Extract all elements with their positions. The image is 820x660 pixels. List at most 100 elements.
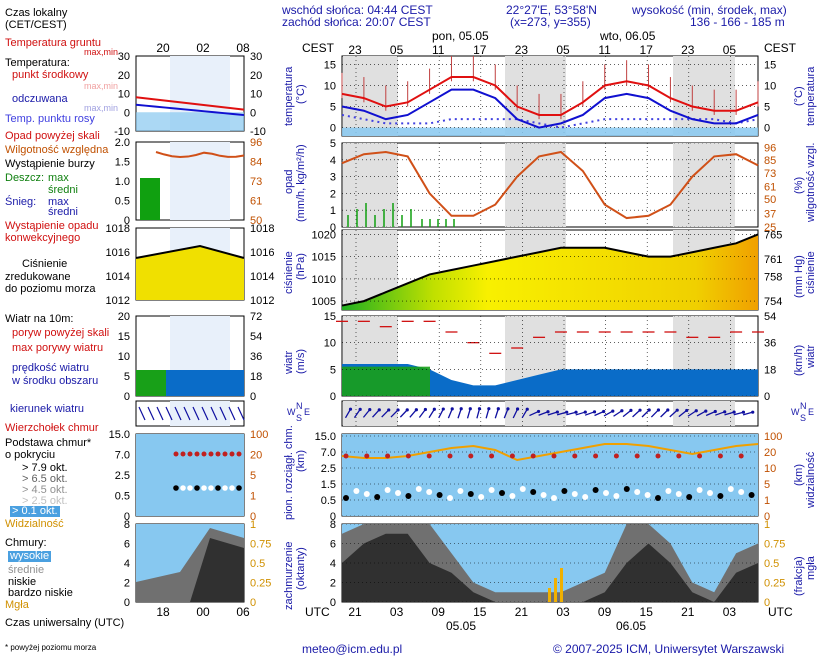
legend-fog: Mgła [5,599,29,611]
pres-ytick-right: 758 [764,272,782,284]
lcb-ytick-left: 2.5 [115,470,130,482]
legend-rain: Deszcz: [5,172,45,184]
wind-arrow [353,409,361,418]
legend-wind-avg: w środku obszaru [12,375,99,387]
axis-vis-r2: widzialność [805,451,817,508]
legend-pressure2: zredukowane [5,271,71,283]
email-link[interactable]: meteo@icm.edu.pl [302,642,403,656]
legend-cloud-base1: Podstawa chmur* [5,437,92,449]
cb-ytick-left: 1.5 [321,479,336,491]
legend-local-time: Czas lokalny [5,7,68,19]
vis-ytick-right: 100 [764,431,782,443]
fog-bar [560,568,563,602]
lhum-ytick-right: 96 [250,137,262,149]
cloud-base-dot [457,488,464,494]
cloud-base-dot [707,490,713,496]
lwind-arrow [237,406,245,421]
cloud-base-dot [634,489,641,495]
time-bottom-label: 15 [473,605,487,619]
axis-pres-l2: (hPa) [295,253,307,280]
cloud-base-dot [571,491,578,497]
lcb-ytick-left: 0 [124,511,130,523]
lwind-arrow [201,406,209,421]
precip-ytick-left: 2 [330,188,336,200]
legend-temp-felt-maxmin: max,min [84,103,119,113]
lhum-ytick-right: 61 [250,196,262,208]
wind-arrow-head [459,407,463,411]
cloud-top-dot [697,453,703,459]
lpres-ytick-left: 1018 [106,223,130,235]
coords-text: 22°27'E, 53°58'N [506,3,597,17]
lcloud-top-dot [201,451,207,457]
lwind-ytick-right: 72 [250,311,262,323]
utc-right: UTC [768,605,793,619]
axis-pres-l1: ciśnienie [283,251,295,294]
cloud-top-dot [738,453,744,459]
lprecip-ytick-left: 1.0 [115,176,130,188]
ltime-top-label: 20 [156,41,170,55]
hum-ytick-right: 37 [764,209,776,221]
lcloud-top-dot [194,451,200,457]
wind-arrow-head [450,407,454,411]
wind-arrow-head [685,408,689,413]
wind-arrow [399,409,408,418]
wind-arrow-head [732,410,736,414]
axis-cl-l1: zachmurzenie [283,541,295,610]
ltemp-ytick-right: -10 [250,126,266,138]
time-bottom-label: 21 [515,605,529,619]
wind-arrow [344,408,352,419]
sunrise-text: wschód słońca: 04:44 CEST [282,3,433,17]
precip-ytick-left: 5 [330,138,336,150]
lcloud-top-dot [208,451,214,457]
lcloud-top-dot [215,451,221,457]
wind-arrow [547,411,558,416]
night-band-dir-0 [343,401,398,426]
wind-arrow-head [675,408,679,412]
legend-soil-temp: Temperatura gruntu [5,37,101,49]
pres-ytick-right: 765 [764,229,782,241]
cloud-base-dot [748,492,755,498]
time-top-label: 05 [723,43,737,57]
lprecip-ytick-left: 0.5 [115,196,130,208]
vis-ytick-right: 0 [764,511,770,523]
compass-n-left: N [296,401,303,411]
ltemp-ytick-right: 10 [250,89,262,101]
wind-arrow [381,409,390,418]
fog-ytick-right: 0 [764,597,770,609]
temp-ytick-right: 15 [764,59,776,71]
lwind-arrow [174,406,182,421]
lcloud-top-dot [180,451,186,457]
cloud-top-dot [509,453,515,459]
axis-pres-r1: (mm Hg) [793,255,805,298]
wind-arrow [503,408,509,419]
cloud-base-dot [478,494,485,500]
wind-arrow [447,408,453,419]
lcloud-base-dot [229,485,235,491]
wind-arrow [603,410,614,417]
axis-cb-l1: pion. rozciągł. chm. [283,425,295,520]
wind-arrow-head [358,407,362,411]
axis-hum-r1: (%) [793,176,805,194]
axis-temp-r2: temperatura [805,66,817,126]
temp-mid-line [341,76,759,116]
time-bottom-label: 21 [348,605,362,619]
wind-green-block [342,366,430,396]
date2-label: 06.05 [616,619,647,633]
wind-arrow [678,409,688,418]
night-band-precip-2 [673,143,735,227]
temp-ytick-right: 10 [764,80,776,92]
fog-ytick-right: 0.75 [764,539,785,551]
wind-arrow-head [387,408,391,412]
ltime-top-label: 08 [236,41,250,55]
cloud-base-dot [509,493,516,499]
wind-arrow [566,411,577,416]
axis-wind-l2: (m/s) [295,348,307,374]
cl-ytick-left: 4 [330,558,336,570]
cloud-base-dot [343,495,349,501]
legend-cloud-mid: średnie [8,564,45,576]
vis-ytick-right: 10 [764,463,776,475]
wind-arrow-head [620,409,624,413]
visibility-line [341,443,759,462]
pres-ytick-left: 1015 [312,252,336,264]
cl-ytick-left: 8 [330,519,336,531]
